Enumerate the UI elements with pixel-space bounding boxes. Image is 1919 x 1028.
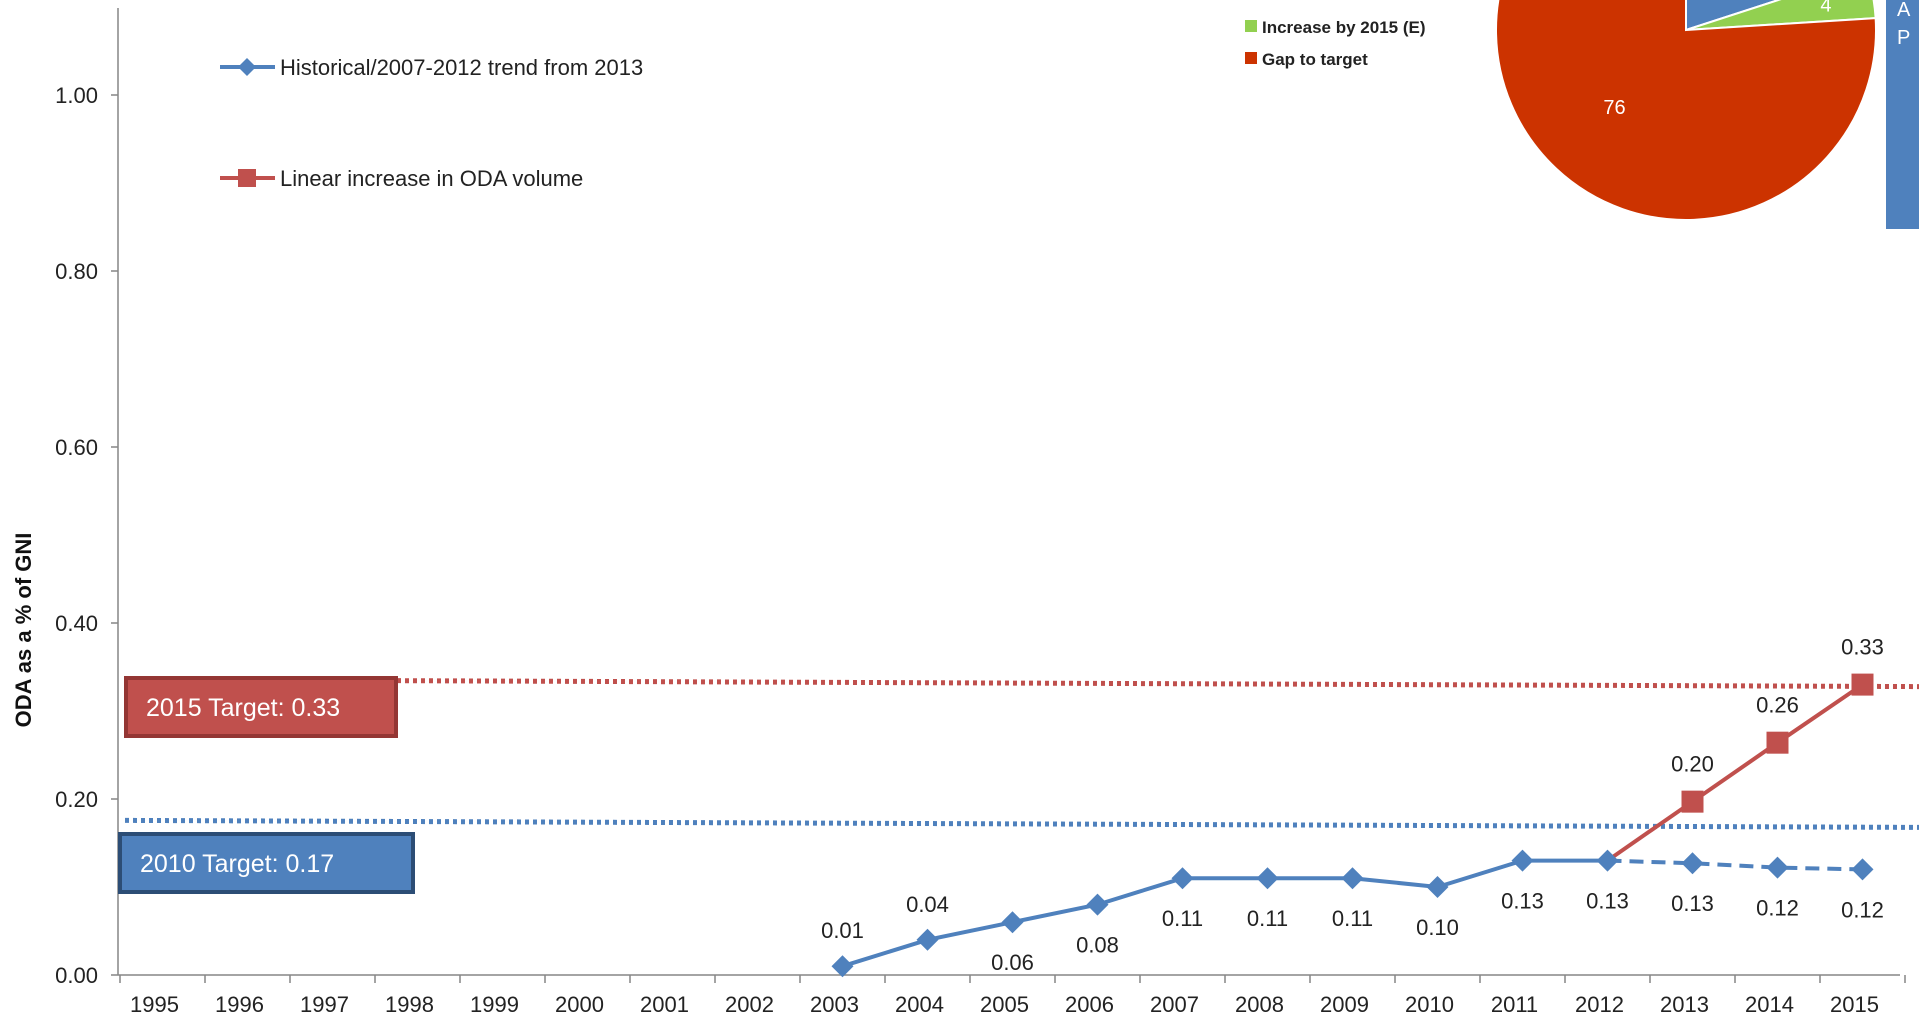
x-tick-label: 1997 [300, 992, 349, 1017]
x-tick-label: 2010 [1405, 992, 1454, 1017]
x-tick-label: 2004 [895, 992, 944, 1017]
x-tick-label: 2015 [1830, 992, 1879, 1017]
data-label-trend: 0.12 [1841, 897, 1884, 922]
y-axis-title: ODA as a % of GNI [11, 533, 36, 728]
x-tick-label: 2000 [555, 992, 604, 1017]
legend-marker-linear [238, 169, 256, 187]
data-point-linear [1766, 731, 1789, 754]
data-label-historical: 0.08 [1076, 933, 1119, 958]
data-point-trend [1766, 856, 1789, 879]
data-label-linear: 0.33 [1841, 635, 1884, 660]
x-tick-label: 2003 [810, 992, 859, 1017]
data-label-historical: 0.13 [1501, 889, 1544, 914]
pie-slice-label: 4 [1820, 0, 1831, 16]
side-bar-letter: P [1897, 27, 1910, 49]
legend-marker-historical [238, 58, 256, 76]
data-point-historical [1596, 849, 1619, 872]
pie-slice [1495, 0, 1878, 221]
side-bar [1886, 0, 1919, 229]
target-box [118, 832, 415, 894]
data-point-historical [916, 928, 939, 951]
target-line [124, 817, 1919, 830]
data-label-linear: 0.26 [1756, 693, 1799, 718]
data-label-historical: 0.01 [821, 918, 864, 943]
side-bar-letter: A [1897, 0, 1911, 21]
data-point-linear [1851, 673, 1874, 696]
pie-legend-label: Increase by 2015 (E) [1262, 18, 1425, 37]
target-label: 2010 Target: 0.17 [140, 850, 334, 878]
y-tick-label: 0.40 [55, 611, 98, 636]
series-line-linear [1606, 682, 1864, 863]
x-tick-label: 1995 [130, 992, 179, 1017]
series-line-trend [1607, 858, 1863, 872]
pie-legend-swatch [1245, 20, 1257, 32]
data-label-historical: 0.13 [1586, 889, 1629, 914]
y-tick-label: 0.80 [55, 259, 98, 284]
x-tick-label: 2001 [640, 992, 689, 1017]
x-tick-label: 2014 [1745, 992, 1794, 1017]
data-label-linear: 0.20 [1671, 752, 1714, 777]
data-label-historical: 0.06 [991, 950, 1034, 975]
data-point-historical [1426, 876, 1449, 898]
target-box [124, 676, 398, 738]
y-tick-label: 0.00 [55, 963, 98, 988]
x-tick-label: 2005 [980, 992, 1029, 1017]
data-point-trend [1681, 852, 1704, 875]
data-point-trend [1851, 858, 1874, 881]
x-tick-label: 2013 [1660, 992, 1709, 1017]
pie-legend-swatch [1245, 52, 1257, 64]
data-point-historical [1256, 867, 1279, 890]
data-label-historical: 0.11 [1247, 906, 1288, 931]
data-label-trend: 0.13 [1671, 891, 1714, 916]
pie-slice-label: 76 [1603, 97, 1625, 119]
data-label-historical: 0.11 [1162, 906, 1203, 931]
x-tick-label: 2007 [1150, 992, 1199, 1017]
x-tick-label: 2009 [1320, 992, 1369, 1017]
data-label-historical: 0.11 [1332, 906, 1373, 931]
target-line [124, 677, 1919, 690]
y-tick-label: 0.20 [55, 787, 98, 812]
x-tick-label: 1998 [385, 992, 434, 1017]
legend-label-linear: Linear increase in ODA volume [280, 166, 583, 191]
data-point-historical [1341, 867, 1364, 890]
x-tick-label: 1999 [470, 992, 519, 1017]
x-tick-label: 2011 [1491, 992, 1538, 1017]
data-point-historical [1086, 893, 1109, 916]
data-point-historical [1511, 849, 1534, 872]
data-point-historical [1171, 867, 1194, 890]
data-point-historical [831, 955, 854, 978]
data-label-historical: 0.04 [906, 892, 949, 917]
data-label-historical: 0.10 [1416, 915, 1459, 940]
data-point-linear [1681, 790, 1704, 813]
pie-legend-label: Gap to target [1262, 50, 1368, 69]
x-tick-label: 1996 [215, 992, 264, 1017]
x-tick-label: 2008 [1235, 992, 1284, 1017]
target-label: 2015 Target: 0.33 [146, 694, 340, 722]
x-tick-label: 2006 [1065, 992, 1114, 1017]
data-label-trend: 0.12 [1756, 896, 1799, 921]
series-line-historical [841, 858, 1608, 969]
legend-label-historical: Historical/2007-2012 trend from 2013 [280, 55, 643, 80]
x-tick-label: 2012 [1575, 992, 1624, 1017]
y-tick-label: 0.60 [55, 435, 98, 460]
data-point-historical [1001, 911, 1024, 934]
x-tick-label: 2002 [725, 992, 774, 1017]
y-tick-label: 1.00 [55, 83, 98, 108]
